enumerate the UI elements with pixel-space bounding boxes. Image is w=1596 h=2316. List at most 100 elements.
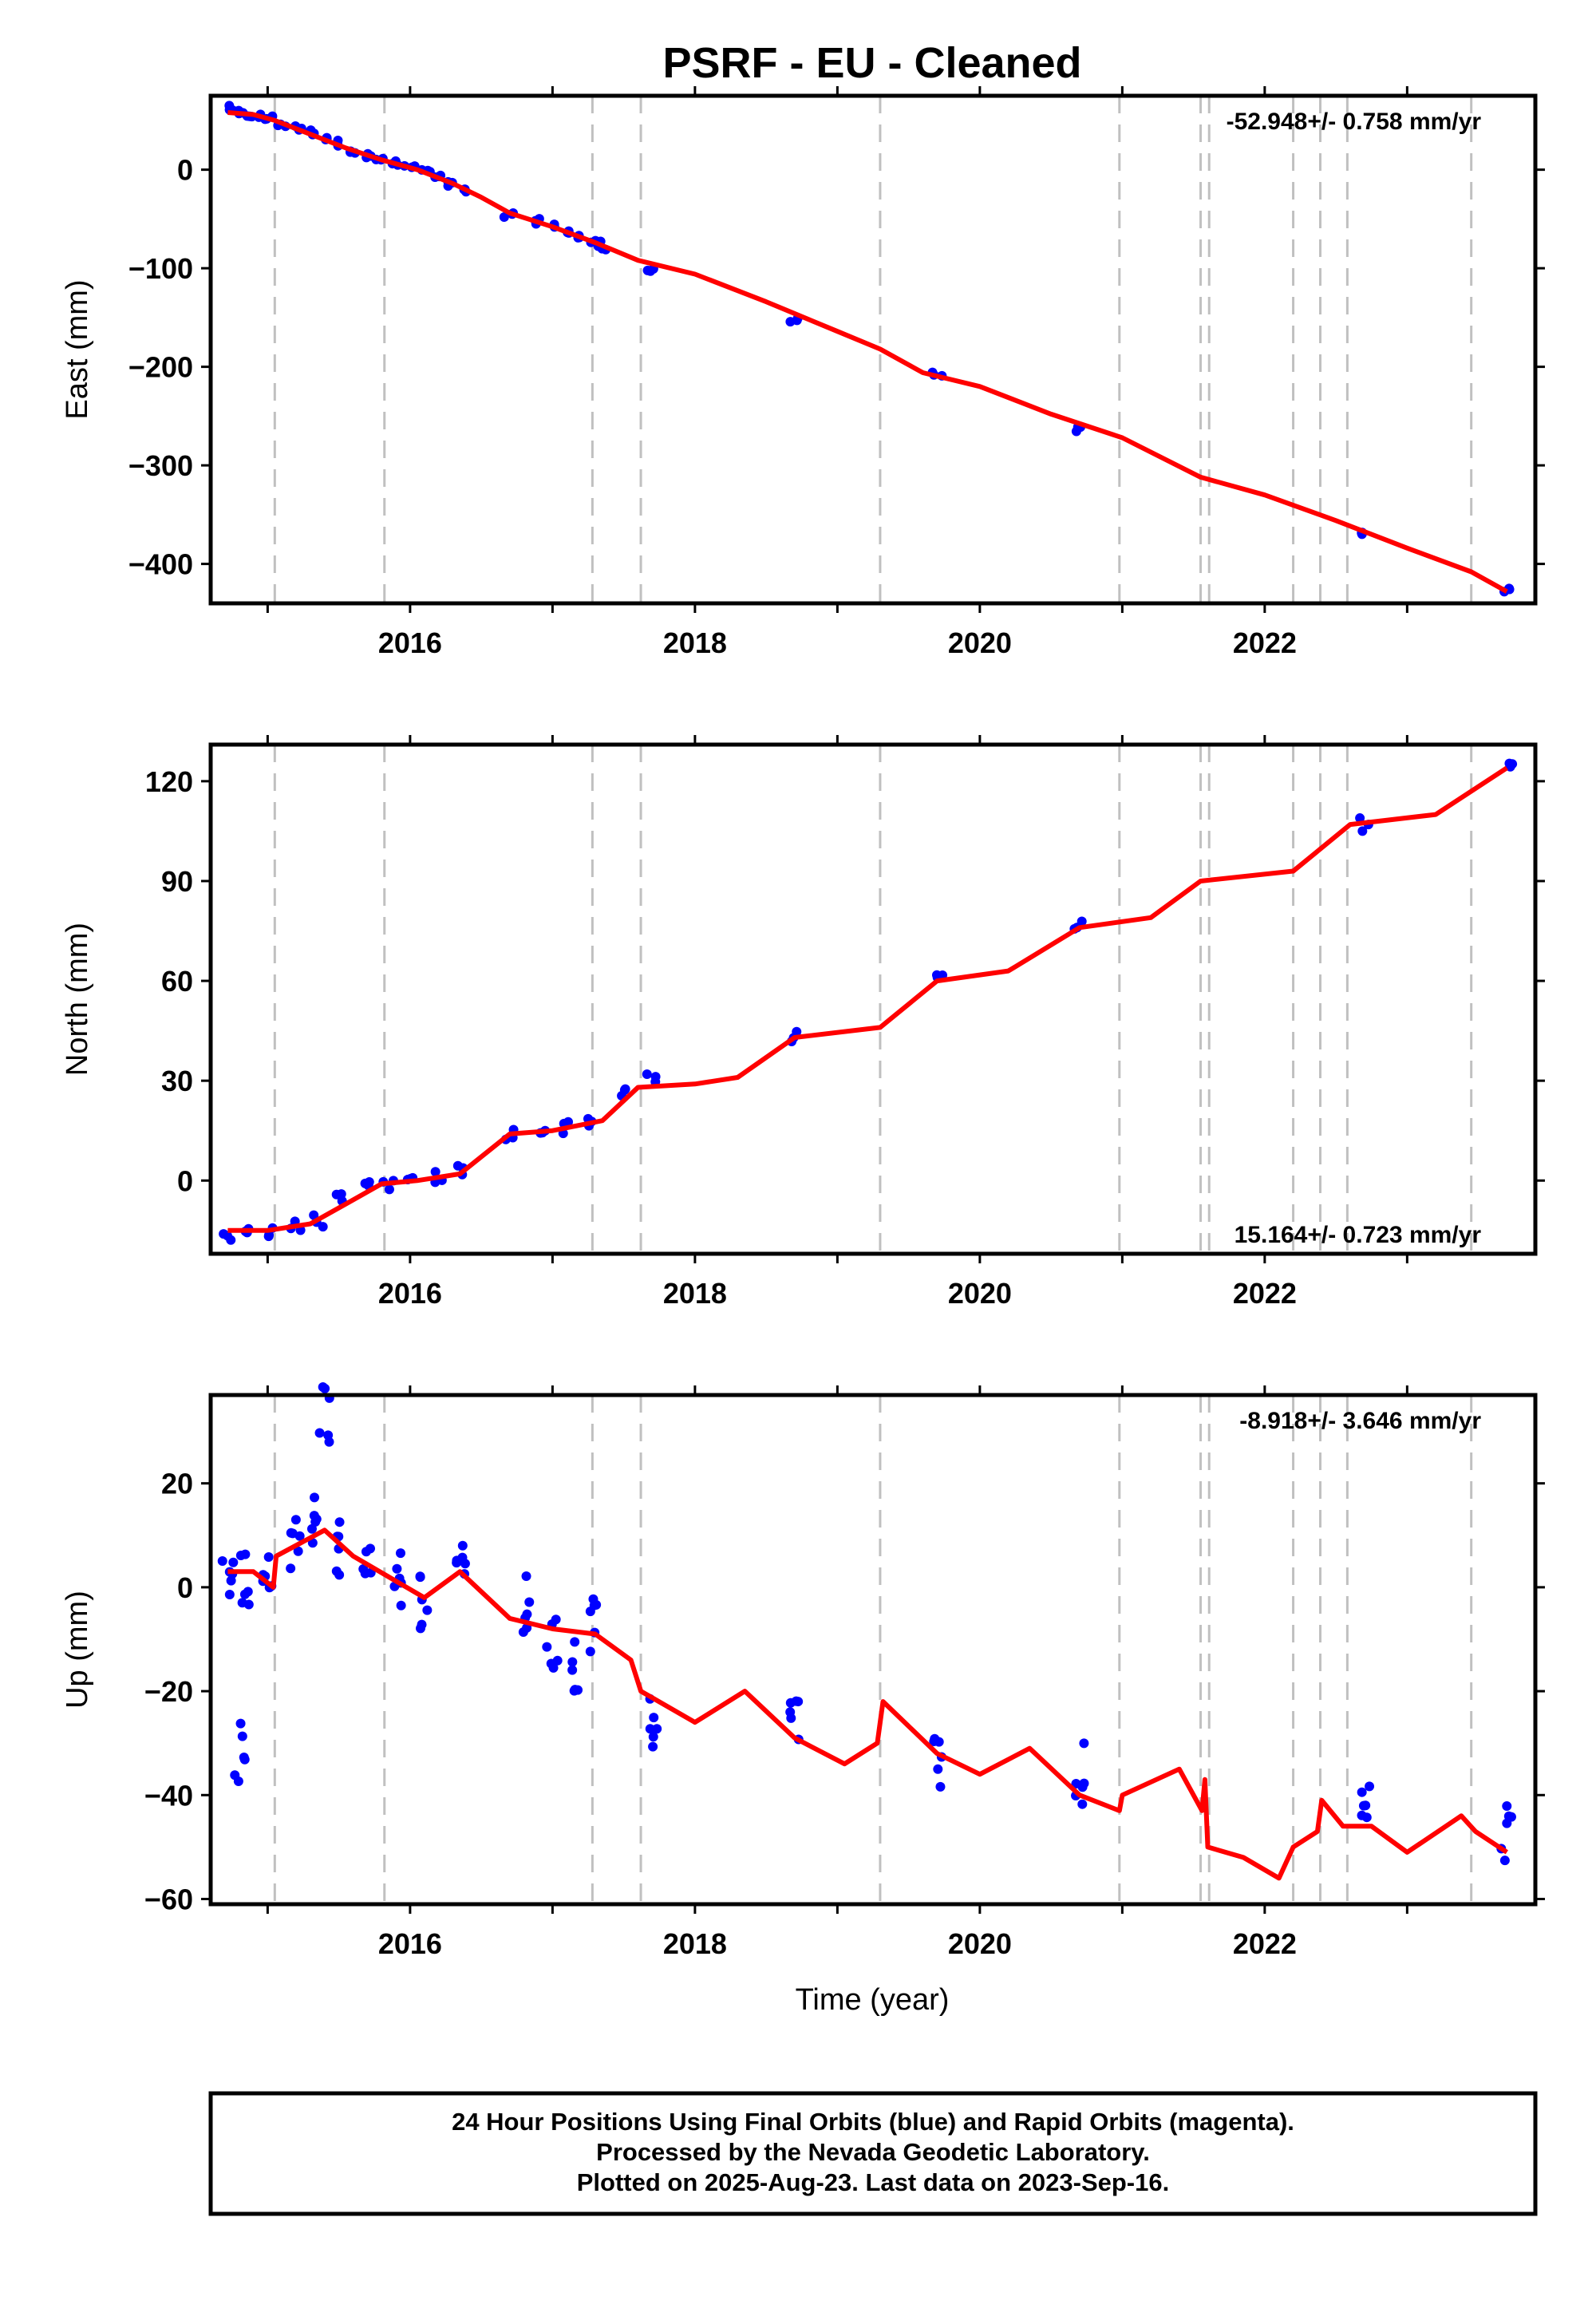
data-point [233,1776,243,1786]
rate-label: -8.918+/- 3.646 mm/yr [1239,1408,1481,1434]
y-tick-label: 0 [177,1571,193,1604]
y-tick-label: −100 [128,252,193,285]
data-point [415,1572,425,1583]
data-point [1357,1810,1367,1820]
data-point [785,1707,796,1717]
caption-line-2: Processed by the Nevada Geodetic Laborat… [596,2138,1150,2166]
data-point [648,1732,658,1742]
data-point [518,1627,528,1638]
model-line [227,765,1508,1233]
data-point [239,1752,249,1762]
data-point [457,1552,468,1563]
y-tick-label: 120 [145,765,193,798]
data-point [1504,758,1515,769]
data-point [1506,1812,1516,1822]
x-axis-label: Time (year) [796,1983,950,2017]
data-point [224,1589,235,1599]
x-tick-label: 2022 [1233,1927,1297,1960]
x-tick-label: 2016 [378,1277,442,1310]
data-point [237,1731,247,1741]
data-point [1499,1856,1510,1866]
y-tick-label: −300 [128,449,193,482]
x-tick-label: 2016 [378,626,442,659]
up-panel: 20 0 −20 −40 −60 2016 2018 2020 2022 Up (mm) -8.91… [61,1381,1545,1960]
data-point [237,1598,247,1608]
data-point [521,1571,531,1582]
data-point [309,1210,319,1220]
x-tick-label: 2020 [948,626,1012,659]
data-point [499,211,509,222]
data-point [1357,826,1368,836]
data-point [396,1600,406,1611]
data-point [619,1085,630,1095]
data-point [642,265,653,275]
y-tick-label: −60 [144,1883,193,1915]
rate-label: -52.948+/- 0.758 mm/yr [1227,109,1482,135]
x-tick-label: 2018 [663,1277,727,1310]
data-point [243,1587,253,1597]
x-tick-label: 2018 [663,1927,727,1960]
data-point [422,1605,433,1615]
data-point [310,1492,320,1503]
data-point [457,1540,468,1551]
y-tick-label: −40 [144,1779,193,1812]
data-point [235,1718,246,1729]
y-axis-label: East (mm) [61,279,94,419]
plot-frame [208,93,1538,606]
x-tick-label: 2018 [663,626,727,659]
model-line [227,1528,1508,1881]
y-tick-label: 60 [161,965,193,998]
data-point [567,1665,578,1675]
data-point [546,1658,556,1669]
caption-box [208,2091,1538,2216]
data-point [585,1607,595,1617]
x-tick-label: 2020 [948,1927,1012,1960]
data-point [642,1069,652,1079]
data-point [645,1724,655,1734]
chart-title: PSRF - EU - Cleaned [662,39,1081,87]
data-point [311,1514,322,1524]
data-point [1077,1799,1088,1809]
data-point [334,1517,345,1528]
data-point [542,1642,552,1652]
data-point [415,1623,425,1634]
east-panel: 0 −100 −200 −300 −400 2016 2018 2020 2022 East (m… [61,86,1545,659]
data-point [263,1551,274,1562]
data-point [293,1546,303,1556]
data-point [323,1430,334,1441]
data-point [1365,1781,1375,1792]
data-point [318,1381,328,1392]
y-axis-label: North (mm) [61,923,94,1076]
data-point [1079,1778,1089,1788]
y-tick-label: 0 [177,154,193,187]
x-tick-label: 2022 [1233,1277,1297,1310]
y-tick-label: 20 [161,1468,193,1500]
data-point [240,1549,251,1559]
data-point [361,1547,371,1557]
x-tick-label: 2016 [378,1927,442,1960]
data-point [395,1548,405,1559]
data-point [1358,1800,1369,1811]
data-point [652,1724,662,1734]
data-point [570,1637,580,1647]
data-point [1071,1779,1081,1789]
y-tick-label: 90 [161,865,193,898]
data-point [1355,813,1365,824]
data-point [785,1697,796,1708]
data-point [290,1515,301,1525]
data-point [228,1557,239,1567]
data-point [392,1563,402,1574]
y-tick-label: 0 [177,1164,193,1197]
plot-frame [208,1393,1538,1907]
caption-line-1: 24 Hour Positions Using Final Orbits (bl… [452,2108,1294,2136]
data-point [649,1713,659,1723]
plot-frame [208,742,1538,1256]
data-point [286,1563,296,1574]
data-point [222,1231,232,1241]
data-point [1079,1738,1089,1749]
y-tick-label: −20 [144,1675,193,1708]
x-tick-label: 2020 [948,1277,1012,1310]
data-point [935,1781,946,1792]
data-point [314,1428,325,1438]
caption-line-3: Plotted on 2025-Aug-23. Last data on 202… [577,2168,1169,2196]
